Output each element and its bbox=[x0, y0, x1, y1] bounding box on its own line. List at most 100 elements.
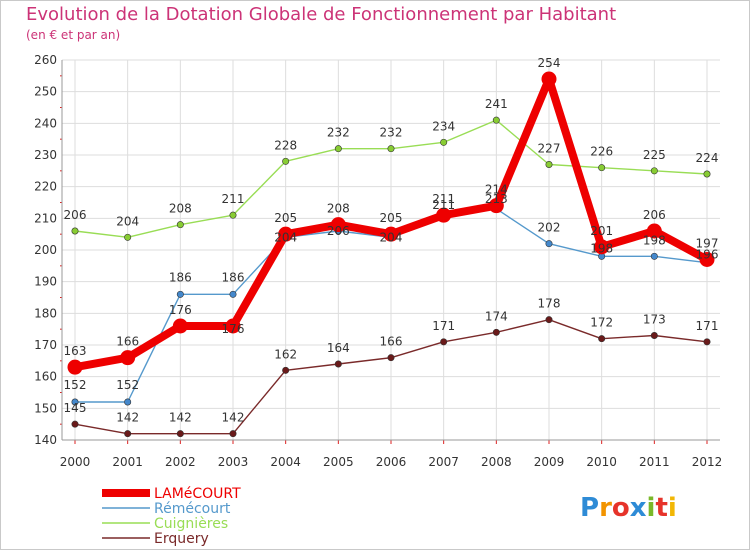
data-label: 227 bbox=[538, 142, 561, 156]
data-label: 173 bbox=[643, 313, 666, 327]
data-label: 152 bbox=[116, 378, 139, 392]
data-point bbox=[229, 290, 237, 298]
data-label: 234 bbox=[432, 119, 455, 133]
data-point bbox=[124, 398, 132, 406]
data-label: 205 bbox=[380, 211, 403, 225]
x-tick-label: 2000 bbox=[60, 455, 91, 469]
data-point bbox=[440, 138, 448, 146]
data-point bbox=[703, 338, 711, 346]
axes: 140 150 160 170 180 190 200 210 220 230 240 250 260 2… bbox=[34, 53, 722, 469]
data-label: 163 bbox=[64, 344, 87, 358]
data-point bbox=[282, 157, 290, 165]
data-label: 176 bbox=[222, 322, 245, 336]
data-point bbox=[334, 360, 342, 368]
data-point bbox=[650, 167, 658, 175]
data-label: 142 bbox=[222, 411, 245, 425]
data-point bbox=[440, 338, 448, 346]
data-point bbox=[176, 221, 184, 229]
data-label: 142 bbox=[169, 411, 192, 425]
x-tick-label: 2011 bbox=[639, 455, 670, 469]
data-point bbox=[650, 252, 658, 260]
y-tick-label: 260 bbox=[34, 53, 57, 67]
data-label: 162 bbox=[274, 347, 297, 361]
data-point bbox=[488, 198, 504, 214]
data-point bbox=[650, 331, 658, 339]
x-tick-label: 2002 bbox=[165, 455, 196, 469]
data-label: 196 bbox=[696, 248, 719, 262]
chart-subtitle: (en € et par an) bbox=[26, 28, 120, 42]
data-label: 171 bbox=[696, 319, 719, 333]
data-label: 241 bbox=[485, 97, 508, 111]
data-point bbox=[176, 290, 184, 298]
y-tick-label: 190 bbox=[34, 275, 57, 289]
x-tick-label: 2003 bbox=[218, 455, 249, 469]
data-point bbox=[71, 398, 79, 406]
data-point bbox=[545, 316, 553, 324]
data-label: 145 bbox=[64, 401, 87, 415]
y-tick-label: 230 bbox=[34, 148, 57, 162]
data-point bbox=[492, 116, 500, 124]
data-label: 204 bbox=[380, 230, 403, 244]
data-label: 226 bbox=[590, 145, 613, 159]
data-point bbox=[278, 226, 294, 242]
data-label: 208 bbox=[327, 202, 350, 216]
data-point bbox=[225, 318, 241, 334]
data-label: 213 bbox=[485, 192, 508, 206]
data-label: 225 bbox=[643, 148, 666, 162]
data-label: 228 bbox=[274, 138, 297, 152]
data-point bbox=[598, 164, 606, 172]
data-label: 171 bbox=[432, 319, 455, 333]
y-tick-label: 140 bbox=[34, 433, 57, 447]
data-point bbox=[703, 170, 711, 178]
data-point bbox=[67, 359, 83, 375]
data-label: 232 bbox=[327, 126, 350, 140]
x-tick-label: 2008 bbox=[481, 455, 512, 469]
chart-title: Evolution de la Dotation Globale de Fonc… bbox=[26, 4, 616, 25]
data-label: 224 bbox=[696, 151, 719, 165]
x-tick-label: 2006 bbox=[376, 455, 407, 469]
y-tick-label: 200 bbox=[34, 243, 57, 257]
data-label: 174 bbox=[485, 309, 508, 323]
y-tick-label: 240 bbox=[34, 116, 57, 130]
data-point bbox=[71, 227, 79, 235]
data-point bbox=[545, 240, 553, 248]
data-label: 164 bbox=[327, 341, 350, 355]
data-label: 208 bbox=[169, 202, 192, 216]
data-point bbox=[124, 430, 132, 438]
y-tick-label: 160 bbox=[34, 370, 57, 384]
data-point bbox=[124, 233, 132, 241]
data-label: 206 bbox=[327, 224, 350, 238]
data-label: 198 bbox=[643, 233, 666, 247]
data-label: 254 bbox=[538, 56, 561, 70]
x-tick-label: 2010 bbox=[586, 455, 617, 469]
proxiti-logo: Proxiti bbox=[580, 493, 677, 523]
data-label: 186 bbox=[222, 270, 245, 284]
data-label: 211 bbox=[432, 198, 455, 212]
data-point bbox=[594, 239, 610, 255]
data-label: 232 bbox=[380, 126, 403, 140]
data-label: 205 bbox=[274, 211, 297, 225]
data-point bbox=[598, 335, 606, 343]
data-label: 204 bbox=[116, 214, 139, 228]
data-point bbox=[492, 328, 500, 336]
data-point bbox=[334, 145, 342, 153]
data-point bbox=[172, 318, 188, 334]
x-tick-label: 2012 bbox=[692, 455, 723, 469]
data-point bbox=[646, 223, 662, 239]
data-label: 152 bbox=[64, 378, 87, 392]
data-label: 172 bbox=[590, 316, 613, 330]
data-label: 206 bbox=[64, 208, 87, 222]
legend-label: Erquery bbox=[154, 531, 209, 547]
data-point bbox=[387, 354, 395, 362]
x-tick-label: 2005 bbox=[323, 455, 354, 469]
data-label: 166 bbox=[116, 335, 139, 349]
series bbox=[67, 71, 715, 438]
x-tick-label: 2004 bbox=[270, 455, 301, 469]
grid bbox=[62, 59, 720, 441]
legend-label: LAMéCOURT bbox=[154, 486, 241, 502]
data-point bbox=[176, 430, 184, 438]
data-point bbox=[120, 350, 136, 366]
data-label: 214 bbox=[485, 183, 508, 197]
data-label: 206 bbox=[643, 208, 666, 222]
